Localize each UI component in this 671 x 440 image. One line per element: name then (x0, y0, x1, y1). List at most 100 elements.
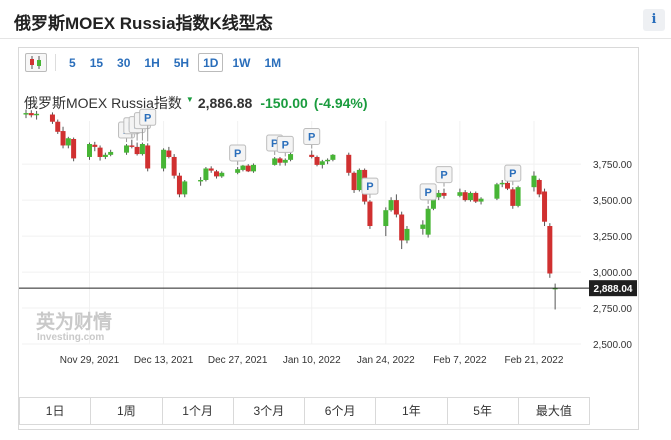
candle-body[interactable] (547, 226, 553, 274)
candle-body[interactable] (536, 179, 542, 195)
range-tab-1[interactable]: 1周 (91, 398, 163, 424)
candle-body[interactable] (28, 113, 34, 116)
candle-body[interactable] (325, 159, 331, 162)
interval-button-1w[interactable]: 1W (232, 56, 251, 70)
candle-body[interactable] (139, 144, 145, 155)
candle-body[interactable] (420, 224, 426, 229)
interval-button-15[interactable]: 15 (89, 56, 104, 70)
candle-body[interactable] (129, 145, 135, 147)
candle-body[interactable] (457, 192, 463, 196)
candle-body[interactable] (213, 171, 219, 177)
candle-body[interactable] (124, 145, 130, 153)
candle-body[interactable] (467, 192, 473, 201)
candle-body[interactable] (235, 169, 241, 173)
candle-body[interactable] (23, 113, 29, 115)
candle-body[interactable] (203, 168, 209, 180)
candle-body[interactable] (145, 145, 151, 169)
candle-body[interactable] (251, 164, 257, 172)
candle-body[interactable] (430, 197, 436, 209)
candle-body[interactable] (60, 131, 66, 146)
candle-body[interactable] (134, 146, 140, 155)
event-marker[interactable] (139, 108, 157, 126)
candle-body[interactable] (277, 158, 283, 163)
candle-body[interactable] (505, 182, 511, 189)
interval-button-5[interactable]: 5 (69, 56, 76, 70)
candle-body[interactable] (208, 168, 214, 171)
candle-type-button[interactable] (25, 53, 47, 72)
candle-body[interactable] (388, 200, 394, 211)
candle-body[interactable] (102, 154, 108, 157)
candle-body[interactable] (71, 138, 77, 159)
candle-body[interactable] (309, 154, 315, 157)
candle-body[interactable] (161, 149, 167, 169)
candle-body[interactable] (436, 192, 442, 198)
candle-body[interactable] (176, 175, 182, 195)
candle-body[interactable] (319, 161, 325, 165)
event-marker[interactable] (229, 144, 247, 162)
info-icon[interactable]: i (643, 9, 665, 31)
range-tab-6[interactable]: 5年 (448, 398, 519, 424)
range-tab-2[interactable]: 1个月 (163, 398, 234, 424)
candle-body[interactable] (182, 181, 188, 195)
candle-body[interactable] (515, 187, 521, 206)
candle-body[interactable] (219, 172, 225, 177)
candle-body[interactable] (399, 214, 405, 241)
event-marker[interactable] (435, 166, 453, 184)
candle-body[interactable] (198, 179, 204, 182)
candle-body[interactable] (330, 154, 336, 160)
candle-body[interactable] (34, 113, 40, 116)
candle-body[interactable] (462, 192, 468, 201)
event-marker[interactable] (419, 183, 437, 201)
candle-body[interactable] (65, 138, 71, 146)
interval-button-1d[interactable]: 1D (198, 53, 224, 72)
candle-body[interactable] (55, 121, 61, 132)
event-marker[interactable] (504, 164, 522, 182)
event-marker-label: P (308, 131, 315, 143)
candle-body[interactable] (92, 144, 98, 147)
candle-body[interactable] (425, 208, 431, 235)
interval-button-1h[interactable]: 1H (144, 56, 160, 70)
candlestick-chart[interactable]: 英为财情Investing.comPPPPPPPPPPPPP2,500.002,… (19, 48, 638, 393)
event-marker[interactable] (361, 177, 379, 195)
candle-body[interactable] (499, 182, 505, 185)
interval-button-30[interactable]: 30 (117, 56, 131, 70)
range-tab-4[interactable]: 6个月 (305, 398, 377, 424)
candle-body[interactable] (356, 169, 362, 191)
candle-body[interactable] (367, 201, 373, 227)
candle-body[interactable] (346, 154, 352, 173)
event-marker[interactable] (276, 135, 294, 153)
candle-body[interactable] (240, 165, 246, 170)
candle-body[interactable] (108, 151, 114, 155)
candle-body[interactable] (531, 175, 537, 188)
interval-button-1m[interactable]: 1M (264, 56, 282, 70)
candle-body[interactable] (441, 192, 447, 196)
interval-button-5h[interactable]: 5H (173, 56, 190, 70)
candle-body[interactable] (314, 156, 320, 165)
candle-body[interactable] (383, 210, 389, 227)
candle-body[interactable] (49, 114, 55, 122)
candle-body[interactable] (478, 198, 484, 202)
candle-body[interactable] (494, 184, 500, 199)
candle-body[interactable] (288, 154, 294, 160)
candle-body[interactable] (245, 165, 251, 172)
candle-body[interactable] (473, 192, 479, 202)
candle-body[interactable] (510, 189, 516, 206)
candle-body[interactable] (272, 158, 278, 165)
candle-body[interactable] (552, 288, 558, 290)
candle-body[interactable] (282, 159, 288, 163)
candle-body[interactable] (393, 200, 399, 215)
candle-body[interactable] (351, 172, 357, 191)
candle-body[interactable] (97, 147, 103, 157)
candle-body[interactable] (404, 228, 410, 241)
range-tab-5[interactable]: 1年 (376, 398, 448, 424)
y-tick-label: 3,250.00 (593, 232, 632, 243)
range-tab-3[interactable]: 3个月 (234, 398, 305, 424)
range-tab-7[interactable]: 最大值 (535, 404, 572, 418)
candle-body[interactable] (171, 156, 177, 176)
range-tab-0[interactable]: 1日 (20, 398, 92, 424)
candle-body[interactable] (166, 150, 172, 157)
candle-body[interactable] (542, 191, 548, 222)
event-marker-label: P (440, 170, 447, 182)
event-marker[interactable] (303, 127, 321, 145)
candle-body[interactable] (86, 144, 92, 157)
